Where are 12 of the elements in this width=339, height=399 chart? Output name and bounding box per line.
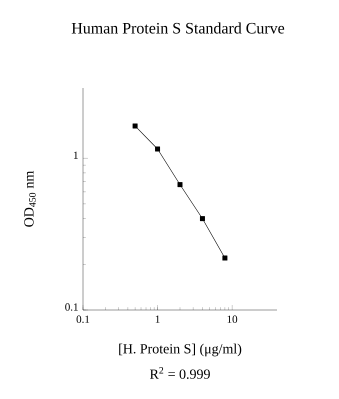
chart-title: Human Protein S Standard Curve	[72, 22, 284, 34]
point	[200, 216, 205, 222]
point	[132, 123, 138, 128]
text: R$^{2}$ = 0.999	[150, 367, 210, 379]
point	[222, 256, 228, 261]
y-axis-title: OD$_{450}$ nm	[24, 170, 36, 227]
x-tick-label: 0.1	[76, 316, 90, 323]
x-tick-label: 1	[156, 316, 160, 323]
point	[178, 182, 182, 188]
x-tick-label: 10	[228, 316, 238, 323]
x-axis-title: [H. Protein S] (μg/ml)	[119, 344, 242, 356]
point	[155, 146, 160, 152]
